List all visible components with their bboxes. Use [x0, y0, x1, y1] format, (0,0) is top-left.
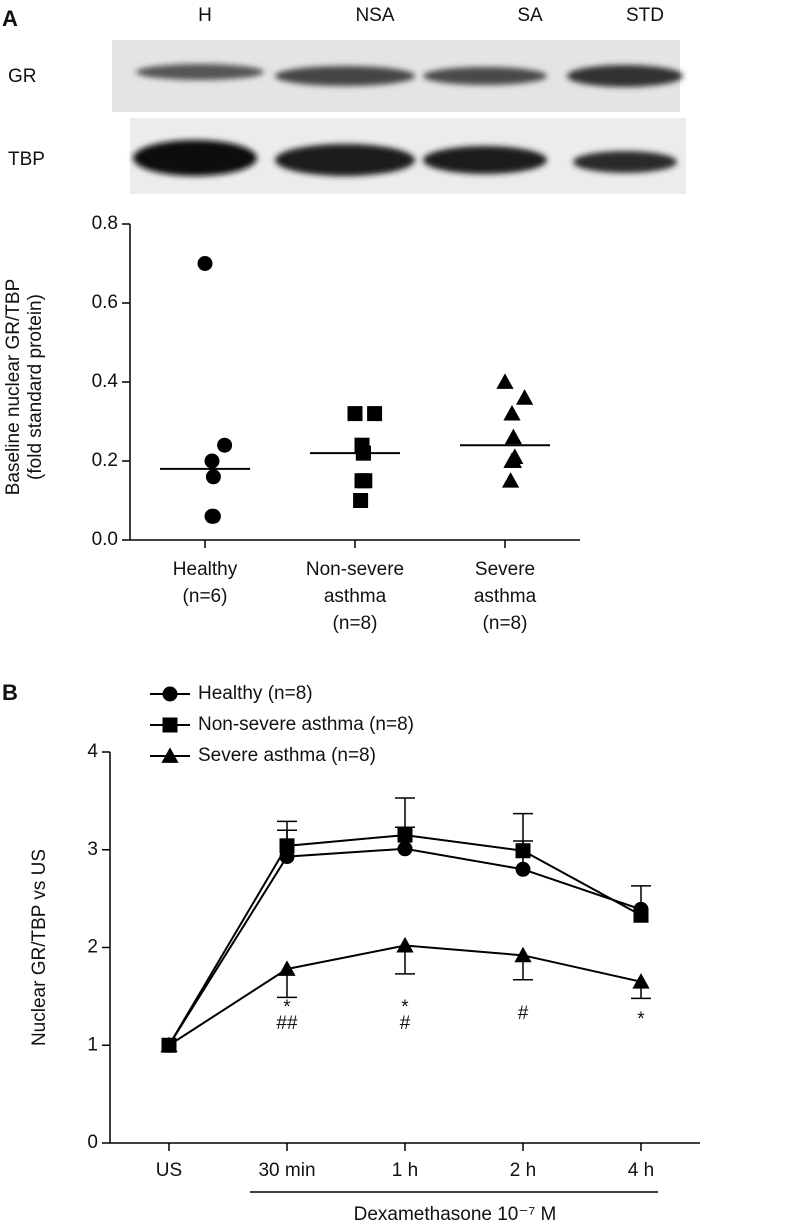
marker [279, 838, 295, 854]
marker [347, 406, 363, 422]
marker [204, 508, 220, 524]
annotation: * [283, 997, 291, 1018]
annotation: # [518, 1003, 529, 1024]
marker [217, 437, 233, 453]
marker [396, 936, 414, 953]
x-tick-label: Non-severe [306, 559, 404, 580]
marker [205, 469, 221, 485]
marker [515, 861, 531, 877]
x-axis-label: Dexamethasone 10⁻⁷ M [354, 1204, 557, 1225]
marker [367, 406, 383, 422]
legend-label: Healthy (n=8) [198, 683, 313, 704]
y-tick-label: 0.0 [92, 529, 118, 550]
marker [632, 973, 650, 989]
marker [397, 827, 413, 843]
y-tick-label: 0.6 [92, 292, 118, 313]
x-tick-label: Severe [475, 559, 535, 580]
y-tick-label: 0.8 [92, 213, 118, 234]
marker [397, 841, 413, 857]
legend-label: Severe asthma (n=8) [198, 745, 376, 766]
row-label: GR [8, 66, 37, 87]
marker [515, 843, 531, 859]
legend-label: Non-severe asthma (n=8) [198, 714, 414, 735]
marker [503, 404, 521, 421]
x-tick-label: (n=8) [483, 613, 528, 634]
lane-label: H [198, 5, 212, 26]
x-tick-label: (n=8) [333, 613, 378, 634]
annotation: ## [276, 1013, 298, 1034]
x-tick-label: 1 h [392, 1160, 418, 1181]
marker [353, 493, 369, 508]
x-tick-label: 30 min [258, 1160, 315, 1181]
marker [162, 717, 178, 733]
y-tick-label: 0.2 [92, 450, 118, 471]
marker [514, 946, 532, 963]
annotation: * [401, 997, 409, 1018]
marker [515, 389, 534, 405]
y-tick-label: 4 [87, 741, 98, 762]
marker [197, 256, 213, 271]
x-tick-label: asthma [474, 586, 537, 607]
lane-label: STD [626, 5, 664, 26]
y-tick-label: 3 [87, 839, 98, 860]
marker [161, 747, 179, 763]
marker [501, 472, 520, 488]
x-tick-label: 2 h [510, 1160, 536, 1181]
marker [506, 448, 524, 464]
panel-label: B [2, 680, 18, 705]
marker [278, 960, 296, 976]
panel-label: A [2, 6, 18, 31]
row-label: TBP [8, 149, 45, 170]
y-tick-label: 0.4 [92, 371, 119, 392]
marker [162, 686, 178, 702]
lane-label: NSA [355, 5, 394, 26]
y-axis-label: (fold standard protein) [25, 294, 46, 480]
x-tick-label: asthma [324, 586, 387, 607]
y-tick-label: 0 [87, 1132, 98, 1153]
marker [160, 1036, 178, 1053]
marker [357, 473, 373, 489]
marker [204, 453, 220, 469]
y-tick-label: 2 [87, 937, 98, 958]
annotation: * [637, 1009, 645, 1030]
annotation: # [400, 1013, 411, 1034]
y-axis-label: Nuclear GR/TBP vs US [29, 849, 50, 1046]
x-tick-label: (n=6) [183, 586, 228, 607]
blot-bands [133, 64, 683, 176]
marker [504, 428, 523, 445]
marker [633, 907, 649, 923]
x-tick-label: US [156, 1160, 182, 1181]
y-tick-label: 1 [87, 1034, 98, 1055]
y-axis-label: Baseline nuclear GR/TBP [3, 279, 24, 496]
x-tick-label: Healthy [173, 559, 238, 580]
lane-label: SA [517, 5, 543, 26]
marker [496, 373, 514, 389]
x-tick-label: 4 h [628, 1160, 654, 1181]
